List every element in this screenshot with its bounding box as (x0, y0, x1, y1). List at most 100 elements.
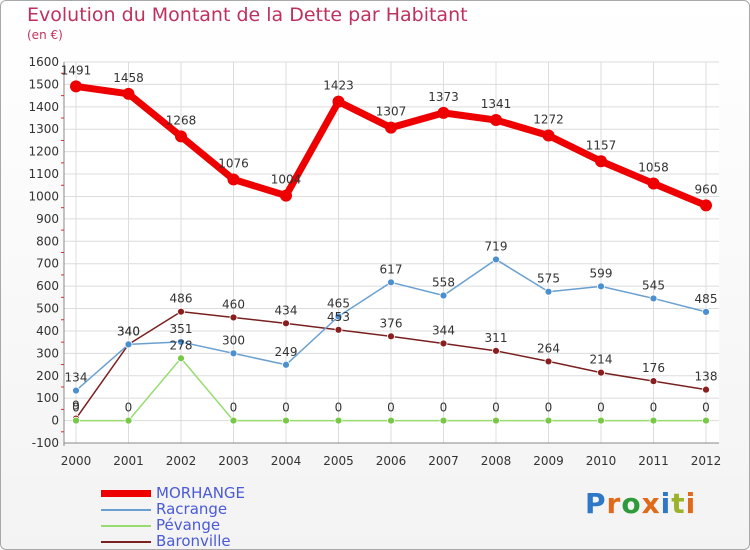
data-point (227, 173, 240, 186)
x-tick-label: 2003 (218, 454, 249, 468)
y-tick-label: 1600 (28, 55, 59, 69)
data-point (490, 114, 502, 127)
data-point (334, 416, 343, 425)
data-point (597, 282, 605, 291)
data-label: 1307 (376, 105, 407, 119)
data-label: 134 (65, 371, 88, 385)
data-label: 278 (170, 338, 193, 352)
data-point (387, 332, 395, 341)
y-tick-label: 600 (36, 279, 59, 293)
legend-swatch (101, 541, 151, 543)
legend-swatch (101, 490, 151, 497)
data-label: 264 (537, 341, 560, 355)
data-point (649, 294, 658, 303)
data-label: 558 (432, 276, 455, 290)
data-label: 485 (695, 292, 718, 306)
data-label: 1272 (533, 113, 564, 127)
data-label: 0 (492, 401, 500, 415)
logo-letter: P (585, 487, 607, 520)
y-tick-label: 300 (36, 346, 59, 360)
data-label: 1076 (218, 156, 249, 170)
logo-letter: r (606, 487, 622, 520)
data-point (492, 346, 500, 355)
data-label: 0 (597, 401, 605, 415)
data-label: 1268 (166, 113, 197, 127)
x-tick-label: 2001 (113, 454, 144, 468)
data-label: 599 (590, 266, 613, 280)
logo-letter: x (641, 487, 661, 520)
data-point (649, 377, 658, 386)
data-label: 0 (650, 401, 658, 415)
data-label: 214 (590, 353, 613, 367)
data-point (700, 199, 712, 212)
data-point (702, 385, 710, 394)
x-tick-label: 2002 (166, 454, 197, 468)
data-point (282, 416, 290, 425)
data-point (439, 416, 448, 425)
data-label: 340 (117, 324, 140, 338)
y-tick-label: 1100 (28, 167, 59, 181)
y-tick-label: 0 (51, 414, 59, 428)
data-label: 0 (72, 401, 80, 415)
data-label: 719 (485, 239, 508, 253)
proxiti-logo: Proxiti (585, 487, 696, 520)
legend-label: Pévange (156, 516, 221, 534)
y-tick-label: 100 (36, 391, 59, 405)
x-tick-label: 2010 (586, 454, 617, 468)
data-label: 0 (230, 401, 238, 415)
data-point (595, 155, 607, 168)
data-point (124, 340, 133, 349)
data-label: 0 (545, 401, 553, 415)
data-label: 249 (275, 345, 298, 359)
data-point (439, 339, 448, 348)
chart-title: Evolution du Montant de la Dette par Hab… (27, 4, 468, 26)
data-point (70, 80, 82, 93)
data-label: 0 (125, 401, 133, 415)
data-label: 344 (432, 323, 455, 337)
data-label: 1341 (481, 97, 512, 111)
y-tick-label: 1500 (28, 77, 59, 91)
data-point (702, 307, 710, 316)
data-label: 9 (72, 399, 80, 413)
data-label: 300 (222, 333, 245, 347)
data-point (597, 416, 605, 425)
data-label: 176 (642, 361, 665, 375)
data-label: 434 (275, 303, 298, 317)
data-point (72, 386, 80, 395)
x-tick-label: 2000 (61, 454, 92, 468)
y-tick-label: 1000 (28, 189, 59, 203)
data-point (72, 416, 80, 425)
data-point (122, 87, 135, 100)
y-tick-label: 400 (36, 324, 59, 338)
data-point (124, 416, 133, 425)
data-point (492, 255, 500, 264)
data-point (702, 416, 710, 425)
data-point (229, 416, 238, 425)
x-tick-label: 2006 (376, 454, 407, 468)
legend-label: Baronville (156, 532, 231, 550)
x-tick-label: 2008 (481, 454, 512, 468)
data-label: 138 (695, 370, 718, 384)
data-label: 340 (117, 324, 140, 338)
data-point (229, 349, 238, 358)
logo-letter: t (671, 487, 686, 520)
data-label: 1423 (323, 79, 354, 93)
data-point (332, 95, 345, 108)
y-tick-label: 1300 (28, 122, 59, 136)
data-point (647, 177, 660, 190)
x-tick-label: 2009 (533, 454, 564, 468)
chart-subtitle: (en €) (27, 28, 63, 42)
data-label: 1004 (271, 173, 302, 187)
x-tick-label: 2004 (271, 454, 302, 468)
data-point (649, 416, 658, 425)
y-tick-label: 800 (36, 234, 59, 248)
legend-label: Racrange (156, 500, 228, 518)
y-tick-label: 1200 (28, 145, 59, 159)
data-label: 460 (222, 297, 245, 311)
data-point (280, 189, 292, 202)
data-point (229, 313, 238, 322)
legend-label: MORHANGE (156, 484, 246, 502)
data-label: 351 (170, 322, 193, 336)
data-label: 1491 (61, 63, 92, 77)
